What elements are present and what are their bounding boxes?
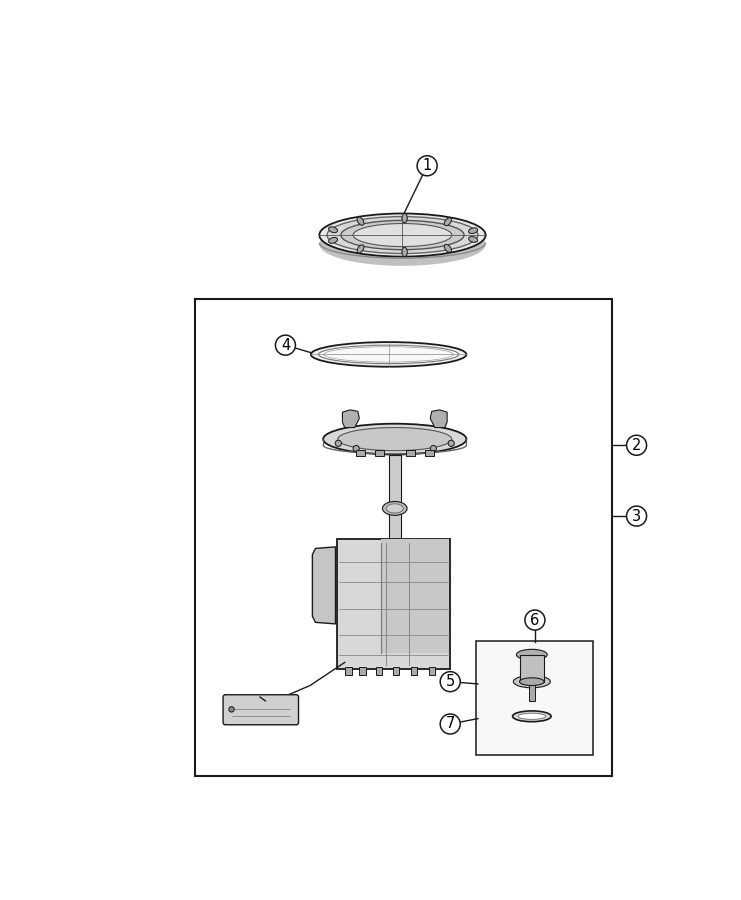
Circle shape — [417, 156, 437, 176]
Ellipse shape — [518, 713, 545, 719]
Ellipse shape — [324, 346, 453, 362]
Bar — [375, 450, 384, 456]
Ellipse shape — [338, 428, 452, 451]
Circle shape — [627, 506, 647, 526]
Ellipse shape — [382, 501, 407, 516]
Bar — [381, 539, 449, 653]
Ellipse shape — [341, 220, 464, 249]
FancyBboxPatch shape — [223, 695, 299, 725]
Ellipse shape — [328, 238, 337, 243]
Circle shape — [335, 440, 342, 446]
Bar — [411, 667, 417, 675]
Text: 7: 7 — [445, 716, 455, 732]
Circle shape — [627, 436, 647, 455]
Circle shape — [276, 335, 296, 356]
Bar — [476, 641, 594, 755]
Ellipse shape — [468, 228, 478, 233]
Bar — [425, 450, 434, 456]
Circle shape — [229, 706, 234, 712]
Ellipse shape — [386, 504, 403, 513]
Circle shape — [353, 446, 359, 452]
Polygon shape — [342, 410, 359, 427]
Polygon shape — [431, 410, 447, 427]
Text: 5: 5 — [445, 674, 455, 689]
Ellipse shape — [519, 678, 544, 686]
Bar — [195, 299, 612, 777]
Ellipse shape — [516, 649, 548, 660]
Ellipse shape — [445, 244, 451, 252]
Bar — [337, 539, 451, 669]
Bar — [376, 667, 382, 675]
Ellipse shape — [445, 218, 451, 226]
Ellipse shape — [357, 245, 364, 253]
Ellipse shape — [402, 248, 408, 256]
Circle shape — [431, 446, 436, 452]
Ellipse shape — [319, 213, 485, 256]
Ellipse shape — [468, 237, 478, 242]
Bar — [529, 684, 535, 701]
Ellipse shape — [319, 222, 485, 266]
Text: 2: 2 — [632, 437, 641, 453]
Ellipse shape — [327, 217, 478, 254]
Bar — [405, 450, 415, 456]
Ellipse shape — [323, 424, 466, 454]
Circle shape — [448, 440, 454, 446]
Ellipse shape — [353, 223, 452, 247]
Ellipse shape — [513, 711, 551, 722]
Bar — [359, 667, 365, 675]
Bar — [393, 667, 399, 675]
Ellipse shape — [328, 227, 337, 233]
Bar — [428, 667, 435, 675]
Text: 6: 6 — [531, 613, 539, 627]
Bar — [519, 654, 544, 681]
Text: 1: 1 — [422, 158, 432, 173]
Circle shape — [440, 671, 460, 692]
Circle shape — [440, 714, 460, 734]
Ellipse shape — [310, 342, 466, 366]
Bar — [356, 450, 365, 456]
Bar — [345, 667, 352, 675]
Ellipse shape — [357, 217, 364, 225]
Text: 4: 4 — [281, 338, 290, 353]
Ellipse shape — [319, 346, 459, 364]
Bar — [388, 454, 401, 554]
Polygon shape — [313, 547, 336, 624]
Circle shape — [525, 610, 545, 630]
Ellipse shape — [402, 213, 408, 222]
Ellipse shape — [514, 676, 551, 688]
Text: 3: 3 — [632, 508, 641, 524]
